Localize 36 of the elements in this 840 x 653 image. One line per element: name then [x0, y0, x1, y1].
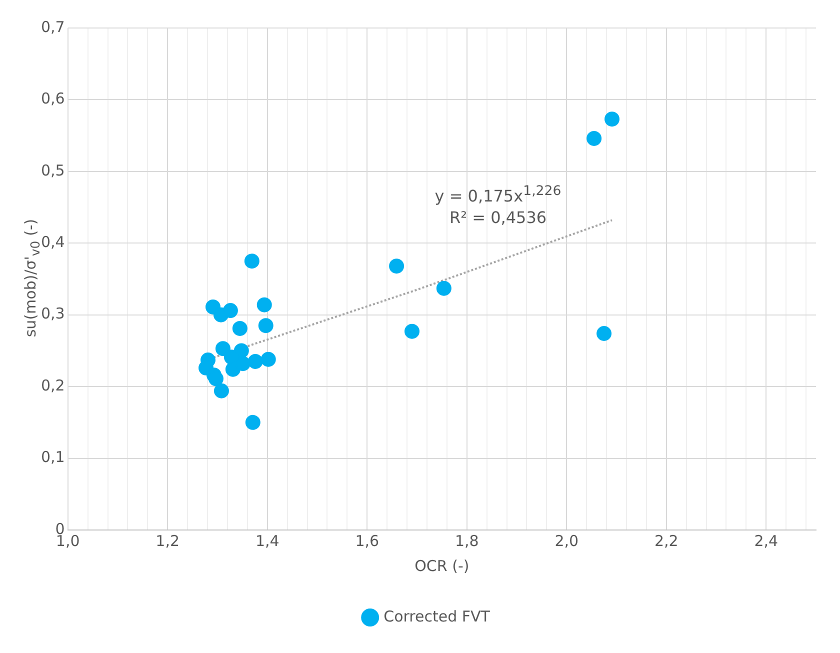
x-tick-label: 1,8	[454, 532, 479, 550]
x-tick-label: 1,6	[355, 532, 380, 550]
point	[222, 303, 238, 318]
y-tick-label: 0,6	[40, 90, 65, 108]
point	[235, 356, 250, 372]
y-tick-label: 0,5	[40, 161, 65, 180]
annotation: y = 0,175x$^{1,226}$	[434, 184, 562, 206]
y-tick-label: 0,2	[40, 376, 65, 394]
point	[232, 320, 248, 336]
y-tick-label: 0,3	[40, 304, 65, 323]
point	[260, 352, 276, 367]
x-tick-label: 2,0	[554, 532, 579, 550]
y-tick-label: 0,7	[40, 18, 65, 36]
point	[604, 112, 620, 127]
annotation: R² = 0,4536	[449, 208, 547, 227]
point	[244, 254, 260, 269]
point	[256, 297, 272, 312]
x-tick-label: 2,2	[654, 532, 678, 550]
point	[258, 318, 274, 334]
point	[245, 414, 260, 430]
y-tick-label: 0,1	[40, 448, 65, 466]
point	[214, 383, 229, 398]
point	[215, 341, 230, 356]
point	[436, 280, 452, 296]
x-tick-label: 1,4	[255, 532, 280, 550]
point	[389, 258, 404, 274]
x-axis-title: OCR (-)	[414, 556, 470, 575]
legend-label: Corrected FVT	[384, 607, 491, 626]
point	[404, 324, 420, 339]
point	[596, 326, 612, 342]
point	[208, 371, 224, 386]
point	[586, 130, 602, 146]
point	[248, 354, 263, 369]
x-tick-label: 1,2	[156, 532, 180, 550]
y-tick-label: 0,4	[40, 233, 65, 252]
x-tick-label: 2,4	[754, 532, 778, 550]
